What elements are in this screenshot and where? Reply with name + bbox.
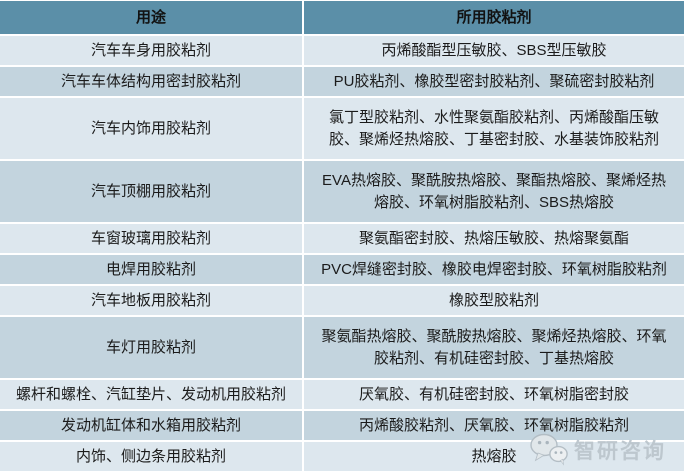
use-cell: 车窗玻璃用胶粘剂 (0, 224, 302, 253)
table-row: 车灯用胶粘剂 聚氨酯热熔胶、聚酰胺热熔胶、聚烯烃热熔胶、环氧胶粘剂、有机硅密封胶、… (0, 317, 684, 378)
table-header-row: 用途 所用胶粘剂 (0, 1, 684, 34)
adhesives-cell: 热熔胶 (304, 442, 684, 471)
use-cell: 汽车地板用胶粘剂 (0, 286, 302, 315)
table-row: 内饰、侧边条用胶粘剂 热熔胶 (0, 442, 684, 471)
adhesives-cell: 丙烯酸胶粘剂、厌氧胶、环氧树脂胶粘剂 (304, 411, 684, 440)
table-row: 汽车内饰用胶粘剂 氯丁型胶粘剂、水性聚氨酯胶粘剂、丙烯酸酯压敏胶、聚烯烃热熔胶、丁… (0, 98, 684, 159)
adhesives-cell: 氯丁型胶粘剂、水性聚氨酯胶粘剂、丙烯酸酯压敏胶、聚烯烃热熔胶、丁基密封胶、水基装… (304, 98, 684, 159)
table-row: 车窗玻璃用胶粘剂 聚氨酯密封胶、热熔压敏胶、热熔聚氨酯 (0, 224, 684, 253)
table-row: 汽车顶棚用胶粘剂 EVA热熔胶、聚酰胺热熔胶、聚酯热熔胶、聚烯烃热熔胶、环氧树脂胶… (0, 161, 684, 222)
use-cell: 汽车内饰用胶粘剂 (0, 98, 302, 159)
adhesives-cell: PU胶粘剂、橡胶型密封胶粘剂、聚硫密封胶粘剂 (304, 67, 684, 96)
use-cell: 车灯用胶粘剂 (0, 317, 302, 378)
adhesives-cell: 聚氨酯热熔胶、聚酰胺热熔胶、聚烯烃热熔胶、环氧胶粘剂、有机硅密封胶、丁基热熔胶 (304, 317, 684, 378)
use-cell: 螺杆和螺栓、汽缸垫片、发动机用胶粘剂 (0, 380, 302, 409)
table-row: 汽车车身用胶粘剂 丙烯酸酯型压敏胶、SBS型压敏胶 (0, 36, 684, 65)
adhesives-cell: EVA热熔胶、聚酰胺热熔胶、聚酯热熔胶、聚烯烃热熔胶、环氧树脂胶粘剂、SBS热熔… (304, 161, 684, 222)
use-cell: 发动机缸体和水箱用胶粘剂 (0, 411, 302, 440)
table-row: 发动机缸体和水箱用胶粘剂 丙烯酸胶粘剂、厌氧胶、环氧树脂胶粘剂 (0, 411, 684, 440)
use-cell: 汽车车身用胶粘剂 (0, 36, 302, 65)
column-header-use: 用途 (0, 1, 302, 34)
table-row: 汽车车体结构用密封胶粘剂 PU胶粘剂、橡胶型密封胶粘剂、聚硫密封胶粘剂 (0, 67, 684, 96)
table-row: 汽车地板用胶粘剂 橡胶型胶粘剂 (0, 286, 684, 315)
adhesives-cell: 厌氧胶、有机硅密封胶、环氧树脂密封胶 (304, 380, 684, 409)
use-cell: 内饰、侧边条用胶粘剂 (0, 442, 302, 471)
adhesives-cell: PVC焊缝密封胶、橡胶电焊密封胶、环氧树脂胶粘剂 (304, 255, 684, 284)
adhesives-cell: 丙烯酸酯型压敏胶、SBS型压敏胶 (304, 36, 684, 65)
table-row: 电焊用胶粘剂 PVC焊缝密封胶、橡胶电焊密封胶、环氧树脂胶粘剂 (0, 255, 684, 284)
column-header-adhesives: 所用胶粘剂 (304, 1, 684, 34)
adhesives-cell: 橡胶型胶粘剂 (304, 286, 684, 315)
use-cell: 汽车顶棚用胶粘剂 (0, 161, 302, 222)
use-cell: 电焊用胶粘剂 (0, 255, 302, 284)
table-row: 螺杆和螺栓、汽缸垫片、发动机用胶粘剂 厌氧胶、有机硅密封胶、环氧树脂密封胶 (0, 380, 684, 409)
adhesives-cell: 聚氨酯密封胶、热熔压敏胶、热熔聚氨酯 (304, 224, 684, 253)
use-cell: 汽车车体结构用密封胶粘剂 (0, 67, 302, 96)
